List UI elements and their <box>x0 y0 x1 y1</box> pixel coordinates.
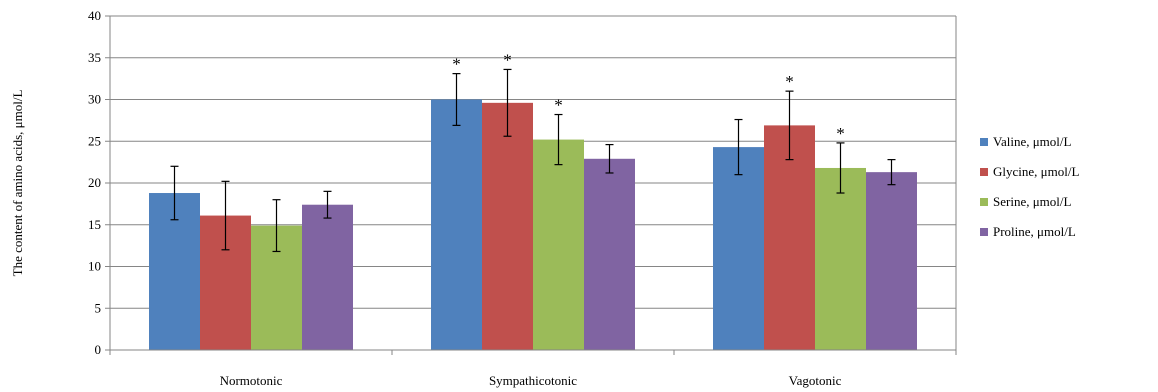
bar <box>302 204 353 350</box>
significance-star: * <box>836 124 845 143</box>
bar <box>764 125 815 350</box>
legend-swatch <box>980 228 988 236</box>
axes: 0 5 10 15 20 25 30 35 40 Normotonic Sympathicotoni… <box>88 8 957 388</box>
bar <box>584 158 635 350</box>
x-tick-label: Sympathicotonic <box>489 373 577 388</box>
legend-swatch <box>980 198 988 206</box>
y-tick-label: 0 <box>95 342 102 357</box>
y-tick-label: 15 <box>88 217 101 232</box>
legend-swatch <box>980 138 988 146</box>
y-axis-title: The content of amino acids, μmol/L <box>10 90 25 277</box>
y-tick-label: 40 <box>88 8 101 23</box>
bar <box>713 147 764 350</box>
y-tick-label: 25 <box>88 133 101 148</box>
y-tick-label: 20 <box>88 175 101 190</box>
legend-label: Proline, μmol/L <box>993 224 1076 239</box>
bar <box>431 99 482 350</box>
significance-markers: * * * * * <box>452 50 845 142</box>
bar <box>533 139 584 350</box>
significance-star: * <box>452 55 461 74</box>
legend-label: Serine, μmol/L <box>993 194 1072 209</box>
legend-label: Valine, μmol/L <box>993 134 1072 149</box>
y-tick-label: 35 <box>88 50 101 65</box>
y-tick-label: 5 <box>95 300 102 315</box>
significance-star: * <box>554 96 563 115</box>
y-tick-label: 10 <box>88 259 101 274</box>
legend-swatch <box>980 168 988 176</box>
significance-star: * <box>503 50 512 69</box>
bar <box>866 172 917 350</box>
bar <box>815 167 866 350</box>
significance-star: * <box>785 72 794 91</box>
legend: Valine, μmol/L Glycine, μmol/L Serine, μmo… <box>980 134 1079 239</box>
y-tick-label: 30 <box>88 92 101 107</box>
bars <box>149 99 917 350</box>
x-tick-label: Normotonic <box>220 373 283 388</box>
legend-label: Glycine, μmol/L <box>993 164 1079 179</box>
bar <box>482 102 533 350</box>
x-tick-label: Vagotonic <box>789 373 842 388</box>
error-bars <box>170 68 896 253</box>
